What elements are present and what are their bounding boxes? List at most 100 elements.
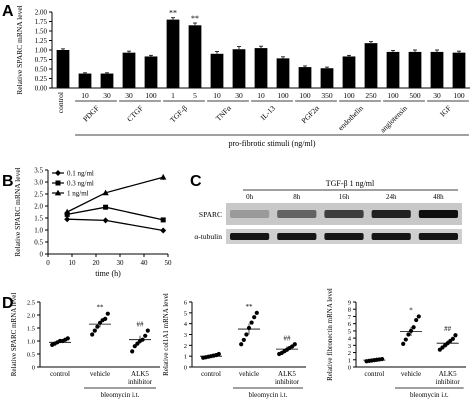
data-point bbox=[102, 189, 109, 196]
x-tick-label: control bbox=[50, 370, 70, 378]
data-point bbox=[406, 332, 411, 337]
bar bbox=[364, 43, 378, 88]
data-point bbox=[160, 217, 166, 223]
data-point bbox=[64, 216, 71, 223]
panel-letter-d: D bbox=[2, 295, 14, 312]
significance-mark: ** bbox=[97, 304, 105, 312]
x-tick-label: 10 bbox=[81, 91, 89, 100]
lane-label: 24h bbox=[386, 193, 397, 201]
data-point bbox=[103, 204, 109, 210]
tubulin-band bbox=[230, 233, 270, 240]
data-point bbox=[65, 336, 70, 341]
y-tick-label: 4 bbox=[348, 336, 352, 343]
y-tick-label: 1.50 bbox=[35, 28, 48, 36]
group-label: IGF bbox=[438, 104, 453, 119]
y-axis-title: Relative SPARC mRNA level bbox=[15, 5, 24, 95]
sparc-band bbox=[324, 210, 364, 218]
x-tick-label: 30 bbox=[117, 259, 125, 267]
y-tick-label: 0 bbox=[184, 365, 187, 372]
data-point bbox=[132, 344, 137, 349]
panel-letter-c: C bbox=[190, 173, 202, 190]
y-tick-label: 0.75 bbox=[35, 56, 48, 64]
y-tick-label: 2.0 bbox=[34, 203, 43, 211]
y-tick-label: 3.5 bbox=[34, 167, 43, 175]
x-tick-label: inhibitor bbox=[436, 378, 461, 386]
x-tick-label: 100 bbox=[277, 91, 289, 100]
x-tick-label: 1 bbox=[171, 91, 175, 100]
treatment-label: TGF-β 1 ng/ml bbox=[326, 179, 375, 188]
x-tick-label: 100 bbox=[343, 91, 355, 100]
y-tick-label: 0 bbox=[32, 365, 35, 372]
y-tick-label: 0 bbox=[40, 251, 44, 259]
x-tick-label: 100 bbox=[453, 91, 465, 100]
x-tick-label: 10 bbox=[213, 91, 221, 100]
bar bbox=[276, 58, 290, 88]
significance-mark: ** bbox=[169, 9, 177, 18]
x-tick-label: 10 bbox=[69, 259, 77, 267]
y-tick-label: 3 bbox=[348, 343, 351, 350]
y-tick-label: 5 bbox=[184, 310, 187, 317]
y-tick-label: 7 bbox=[348, 314, 352, 321]
x-tick-label: vehicle bbox=[90, 370, 110, 378]
sparc-band bbox=[277, 210, 317, 218]
y-tick-label: 0 bbox=[348, 365, 351, 372]
data-point bbox=[102, 217, 109, 224]
lane-label: 0h bbox=[246, 193, 254, 201]
data-point bbox=[135, 341, 140, 346]
data-point bbox=[403, 337, 408, 342]
bar bbox=[452, 52, 466, 88]
y-axis-title: Relative SPARC mRNA level bbox=[10, 293, 18, 377]
bar bbox=[298, 67, 312, 88]
data-point bbox=[130, 349, 135, 354]
x-tick-label: 500 bbox=[409, 91, 421, 100]
x-tick-label: 30 bbox=[235, 91, 243, 100]
significance-mark: ** bbox=[191, 14, 199, 23]
data-point bbox=[414, 317, 419, 323]
data-point bbox=[143, 333, 148, 338]
bar bbox=[386, 51, 400, 88]
data-point bbox=[216, 351, 221, 357]
x-tick-label: 40 bbox=[141, 259, 149, 267]
x-tick-label: 30 bbox=[125, 91, 133, 100]
y-tick-label: 2 bbox=[184, 343, 187, 350]
x-tick-label: 20 bbox=[93, 259, 101, 267]
y-tick-label: 0.25 bbox=[35, 75, 48, 83]
bar bbox=[144, 56, 158, 88]
x-tick-label: vehicle bbox=[401, 370, 421, 378]
bar bbox=[56, 50, 70, 88]
panel-letter-a: A bbox=[2, 3, 14, 20]
x-tick-label: inhibitor bbox=[128, 378, 153, 386]
row-label-tubulin: α-tubulin bbox=[194, 232, 222, 241]
y-tick-label: 1.0 bbox=[27, 339, 35, 346]
y-tick-label: 5 bbox=[348, 328, 351, 335]
y-tick-label: 0.00 bbox=[35, 85, 48, 93]
bar bbox=[188, 25, 202, 88]
panel-b-line-chart: 0 0.5 1.0 1.5 2.0 2.5 3.0 3.5 0 10 20 30 40 50 Relativ… bbox=[13, 167, 172, 279]
bar bbox=[430, 51, 444, 88]
bar bbox=[210, 53, 224, 88]
legend-marker bbox=[55, 180, 61, 186]
significance-mark: * bbox=[409, 306, 413, 314]
x-tick-label: 30 bbox=[433, 91, 441, 100]
data-point bbox=[453, 333, 458, 338]
y-tick-label: 1.25 bbox=[35, 37, 48, 45]
bar bbox=[122, 52, 136, 88]
x-tick-label: 5 bbox=[193, 91, 197, 100]
x-tick-label: ALK5 bbox=[131, 370, 149, 378]
x-tick-label: ALK5 bbox=[278, 370, 296, 378]
data-point bbox=[64, 208, 71, 215]
data-point bbox=[105, 311, 110, 316]
data-point bbox=[254, 310, 259, 315]
bar bbox=[100, 73, 114, 88]
data-point bbox=[450, 336, 455, 341]
bar bbox=[166, 19, 180, 89]
data-point bbox=[401, 341, 406, 346]
y-tick-label: 2.00 bbox=[35, 9, 48, 17]
y-tick-label: 0.5 bbox=[27, 352, 35, 359]
y-tick-label: 1.00 bbox=[35, 47, 48, 55]
y-tick-label: 2.5 bbox=[27, 300, 35, 307]
panel-a-bar-chart: 0.00 0.250.50 0.751.00 1.251.50 1.752.00 Rela… bbox=[15, 5, 470, 148]
panel-d-col1a1-scatter: 0 1 2 3 4 5 6 Relative col1A1 mRNA level control… bbox=[162, 293, 306, 399]
